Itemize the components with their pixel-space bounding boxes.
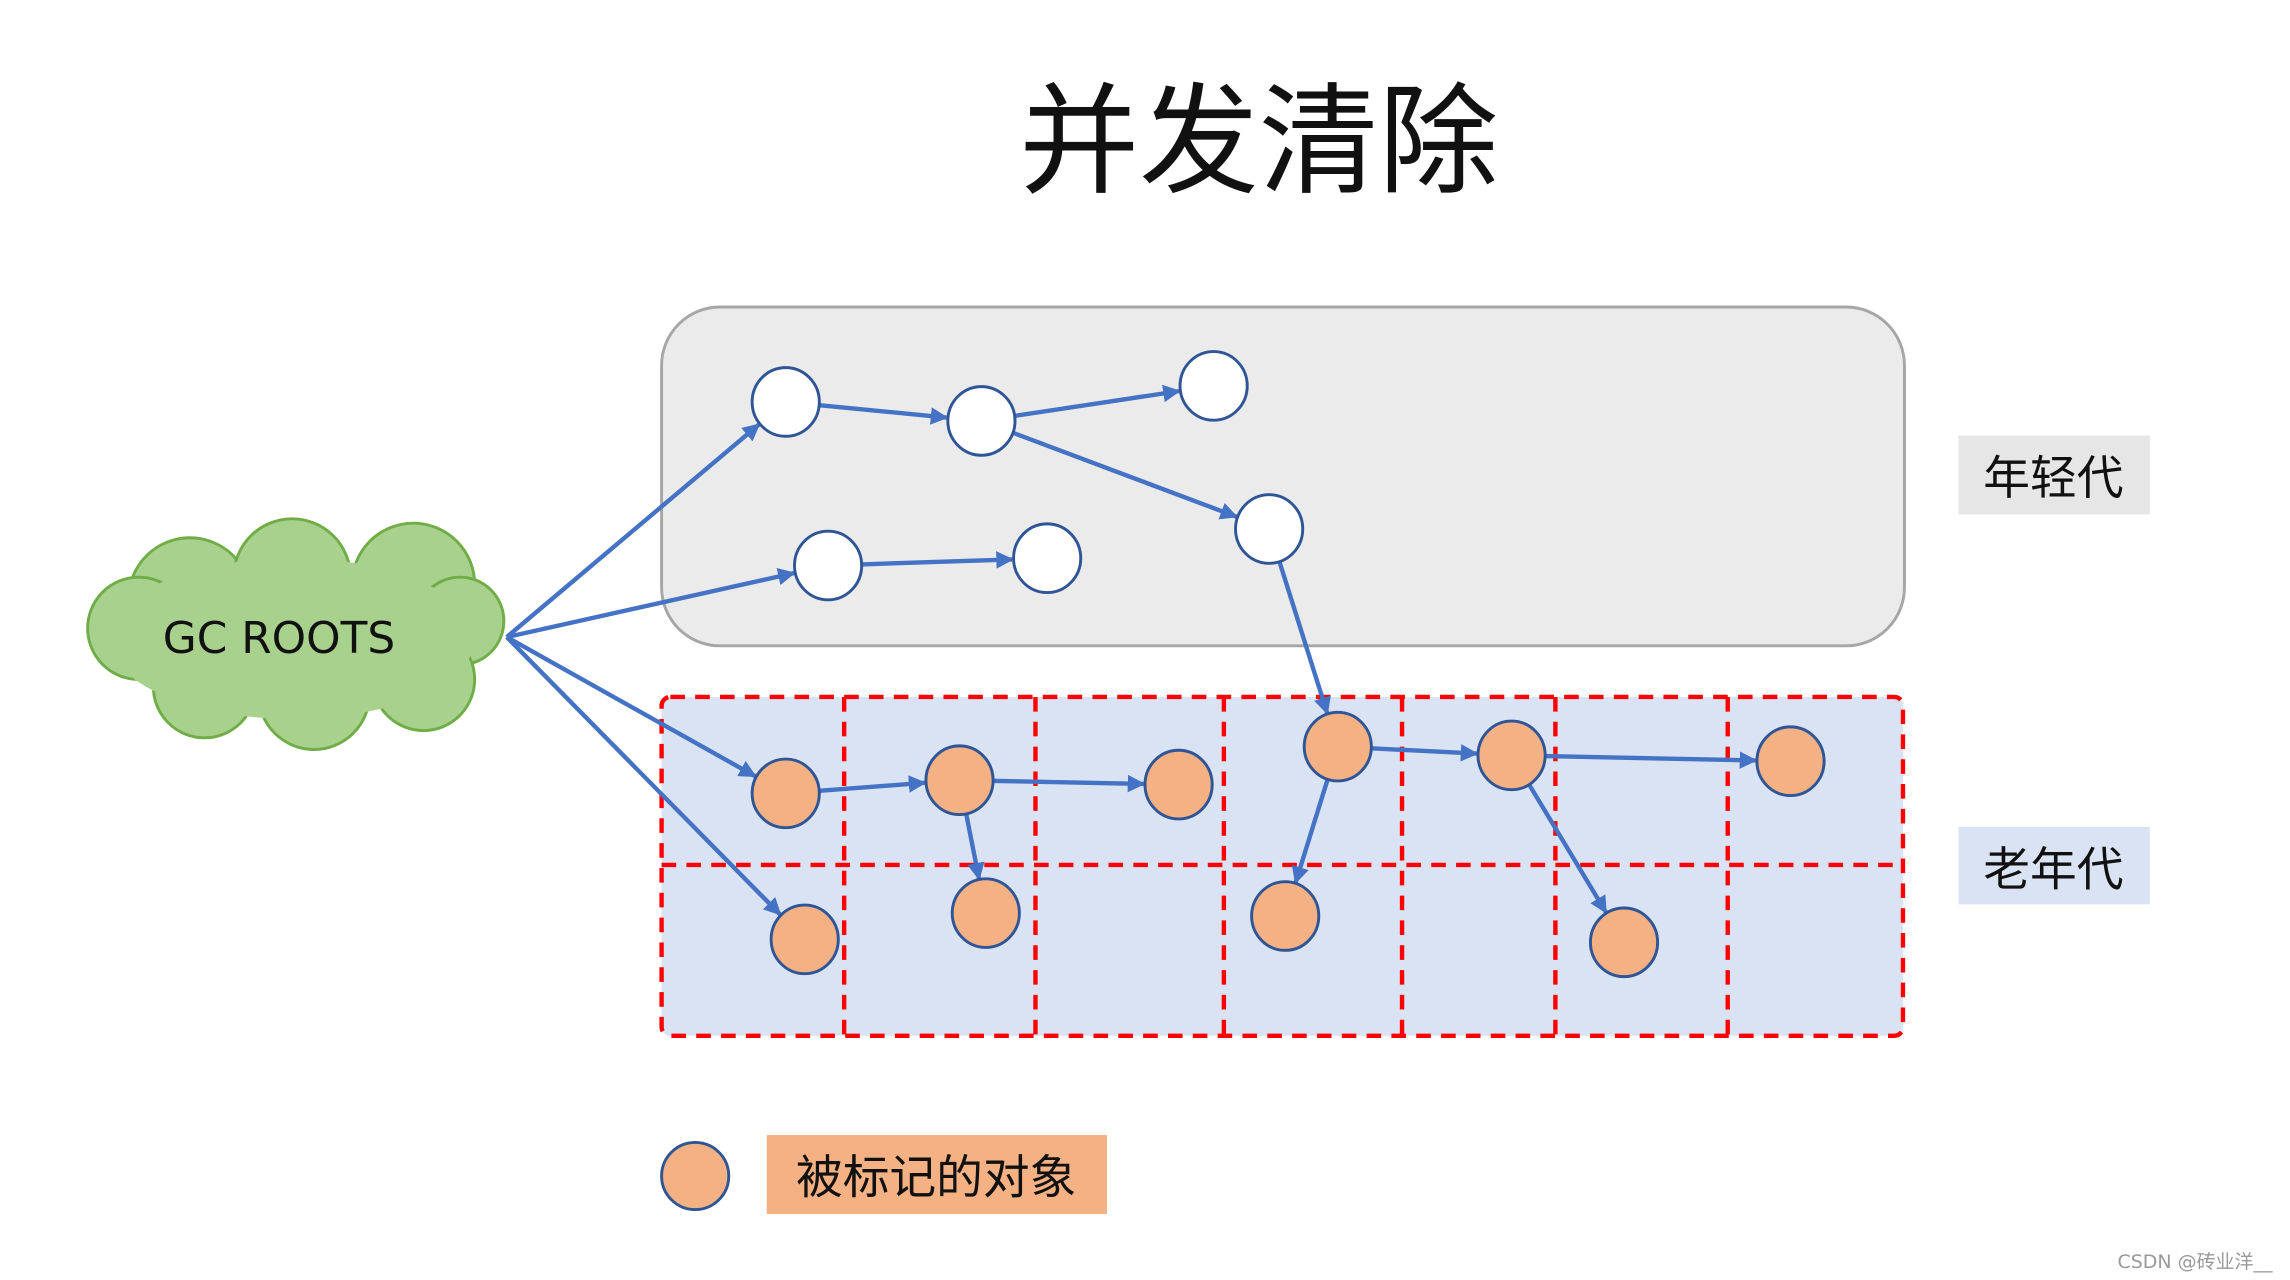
gc-roots-label: GC ROOTS (163, 613, 395, 664)
young-generation-region (660, 305, 1906, 648)
marked-object-o5 (1476, 719, 1547, 792)
object-b (946, 385, 1017, 457)
watermark: CSDN @砖业洋__ (2118, 1251, 2273, 1273)
reference-arrow-root-e (506, 568, 796, 640)
marked-object-o6 (1755, 725, 1826, 797)
marked-object-o7 (769, 903, 840, 976)
marked-object-o1 (750, 757, 821, 830)
reference-arrow-o2-o3 (993, 774, 1146, 793)
reference-arrow-b-d (1012, 430, 1238, 520)
reference-arrow-o4-o9 (1291, 778, 1330, 885)
reference-arrow-e-f (861, 551, 1014, 569)
object-e (793, 529, 864, 602)
gc-roots-cloud: GC ROOTS (86, 517, 506, 751)
legend: 被标记的对象 (660, 1135, 1108, 1214)
object-a (750, 366, 821, 438)
reference-arrow-root-o1 (505, 635, 757, 779)
svg-text:年轻代: 年轻代 (1983, 452, 2123, 506)
page-title: 并发清除 (1019, 73, 1498, 212)
reference-arrow-o5-o10 (1527, 783, 1608, 914)
reference-arrow-root-o7 (505, 635, 782, 916)
reference-arrow-o4-o5 (1371, 744, 1479, 762)
marked-object-o3 (1143, 748, 1214, 821)
old-generation-label: 老年代 (1958, 826, 2150, 905)
object-f (1012, 522, 1083, 594)
reference-arrow-a-b (818, 403, 949, 425)
reference-arrow-o5-o6 (1545, 751, 1758, 769)
reference-arrow-root-a (505, 422, 761, 639)
reference-arrow-o2-o8 (963, 812, 985, 881)
reference-arrow-b-c (1014, 384, 1181, 419)
marked-object-o9 (1250, 880, 1321, 952)
object-c (1178, 350, 1249, 422)
young-generation-label: 年轻代 (1958, 435, 2150, 515)
old-generation-region (659, 694, 1906, 1038)
marked-object-o2 (924, 744, 995, 816)
legend-label: 被标记的对象 (796, 1152, 1076, 1206)
svg-text:老年代: 老年代 (1983, 843, 2123, 897)
marked-object-o10 (1588, 906, 1660, 979)
object-d (1234, 493, 1305, 565)
marked-object-o4 (1302, 710, 1373, 783)
reference-arrow-d-o4 (1277, 560, 1331, 715)
reference-arrow-o1-o2 (819, 775, 927, 793)
legend-marked-object-swatch (660, 1140, 731, 1212)
marked-object-o8 (950, 877, 1021, 949)
